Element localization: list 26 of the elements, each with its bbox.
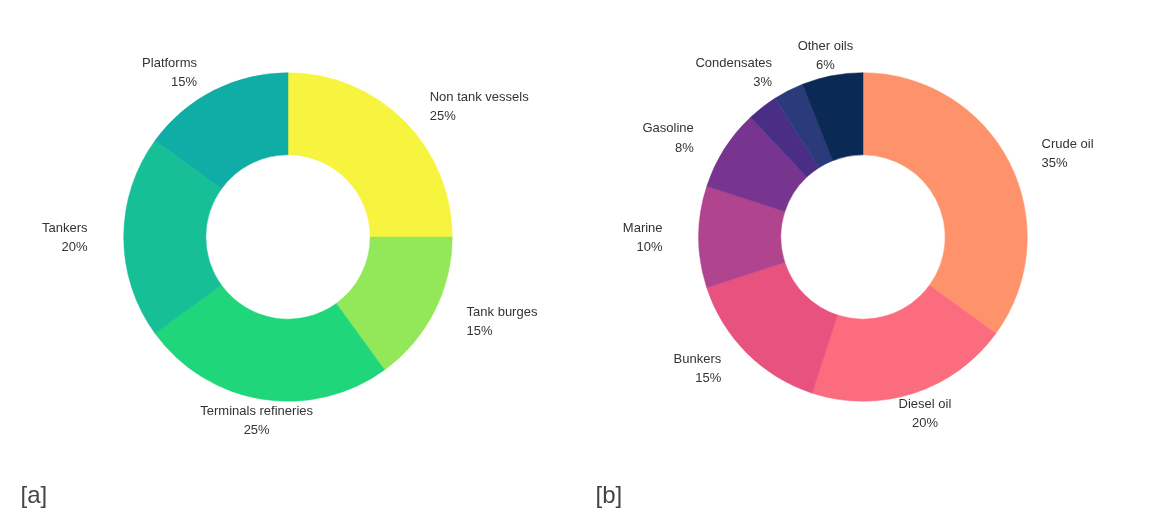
slice-label: Tankers [42,219,89,235]
data-label: 35% [1041,155,1069,171]
slice-label: Terminals refineries [200,402,314,418]
slice-label: Bunkers [673,350,722,366]
data-label: 15% [170,74,198,90]
slice-label: Crude oil [1041,135,1094,151]
data-label: 10% [636,239,664,255]
text: [a] [20,480,48,508]
slice-label: Other oils [797,37,854,53]
slice-label: Diesel oil [898,395,952,411]
data-label: 15% [466,323,494,339]
data-label: 6% [816,57,836,73]
data-label: 25% [429,108,457,124]
slice-label: Marine [622,219,663,235]
data-label: 25% [243,422,271,438]
slice-label: Tank burges [466,303,538,319]
data-label: 20% [61,239,89,255]
data-label: 15% [695,370,722,386]
slice-label: Condensates [695,54,773,70]
slice-label: Non tank vessels [429,88,530,104]
slice-label: Gasoline [642,120,694,136]
data-label: 3% [753,74,773,90]
slice-label: Platforms [142,54,198,70]
data-label: 20% [911,415,939,431]
text: [b] [595,480,623,508]
data-label: 8% [674,140,695,156]
